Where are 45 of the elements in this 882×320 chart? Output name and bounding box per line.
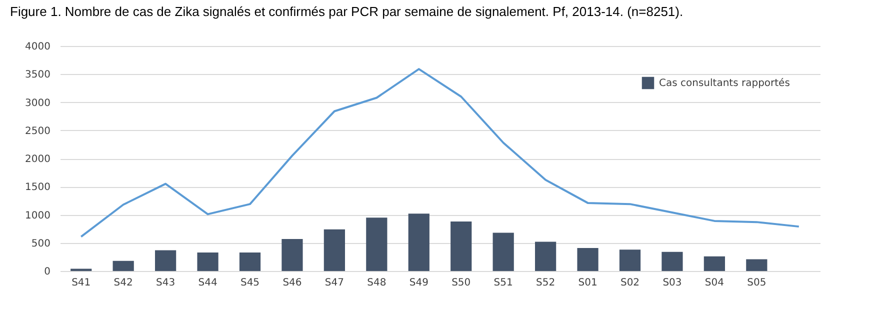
line-series xyxy=(80,68,800,238)
x-tick-label: S44 xyxy=(198,278,218,288)
bar xyxy=(282,238,303,271)
y-tick-label: 1500 xyxy=(25,182,50,194)
x-tick-label: S50 xyxy=(452,278,471,288)
x-tick-label: S01 xyxy=(578,278,598,288)
x-tick-label: S42 xyxy=(114,278,133,288)
x-tick-label: S49 xyxy=(409,278,428,288)
y-tick-label: 4000 xyxy=(25,42,50,52)
x-tick-label: S04 xyxy=(704,278,724,288)
bar xyxy=(704,256,725,271)
x-tick-label: S51 xyxy=(494,278,513,288)
bar xyxy=(155,250,176,271)
x-tick-label: S41 xyxy=(72,278,91,288)
y-tick-label: 500 xyxy=(31,238,50,250)
y-tick-label: 3000 xyxy=(25,98,50,109)
x-tick-label: S48 xyxy=(367,278,386,288)
x-tick-label: S43 xyxy=(156,278,176,288)
x-tick-label: S47 xyxy=(324,278,344,288)
x-tick-label: S03 xyxy=(662,278,682,288)
bar xyxy=(324,229,345,271)
bar xyxy=(662,252,683,271)
bar xyxy=(535,242,556,271)
legend-label: Cas consultants rapportés xyxy=(659,78,790,89)
y-tick-label: 1000 xyxy=(25,210,50,222)
bar xyxy=(112,260,134,271)
x-tick-label: S02 xyxy=(620,278,640,288)
bar xyxy=(577,248,598,271)
y-tick-label: 3500 xyxy=(25,70,50,81)
chart-title: Figure 1. Nombre de cas de Zika signalés et confirmés par PCR par semaine de signalement. Pf, 2013-14. (n=8251). xyxy=(10,4,684,19)
x-tick-label: S52 xyxy=(536,278,556,288)
bar xyxy=(492,232,514,271)
bar xyxy=(450,222,472,271)
x-tick-label: S05 xyxy=(747,278,766,288)
y-tick-label: 2500 xyxy=(25,126,50,137)
bar xyxy=(746,259,768,271)
x-tick-label: S46 xyxy=(282,278,302,288)
bar xyxy=(408,214,430,271)
x-tick-label: S45 xyxy=(240,278,260,288)
y-tick-label: 0 xyxy=(44,266,50,278)
bar xyxy=(239,252,261,271)
y-tick-label: 2000 xyxy=(25,154,50,165)
bar xyxy=(197,252,218,271)
bar xyxy=(619,250,641,271)
bar xyxy=(366,218,388,271)
